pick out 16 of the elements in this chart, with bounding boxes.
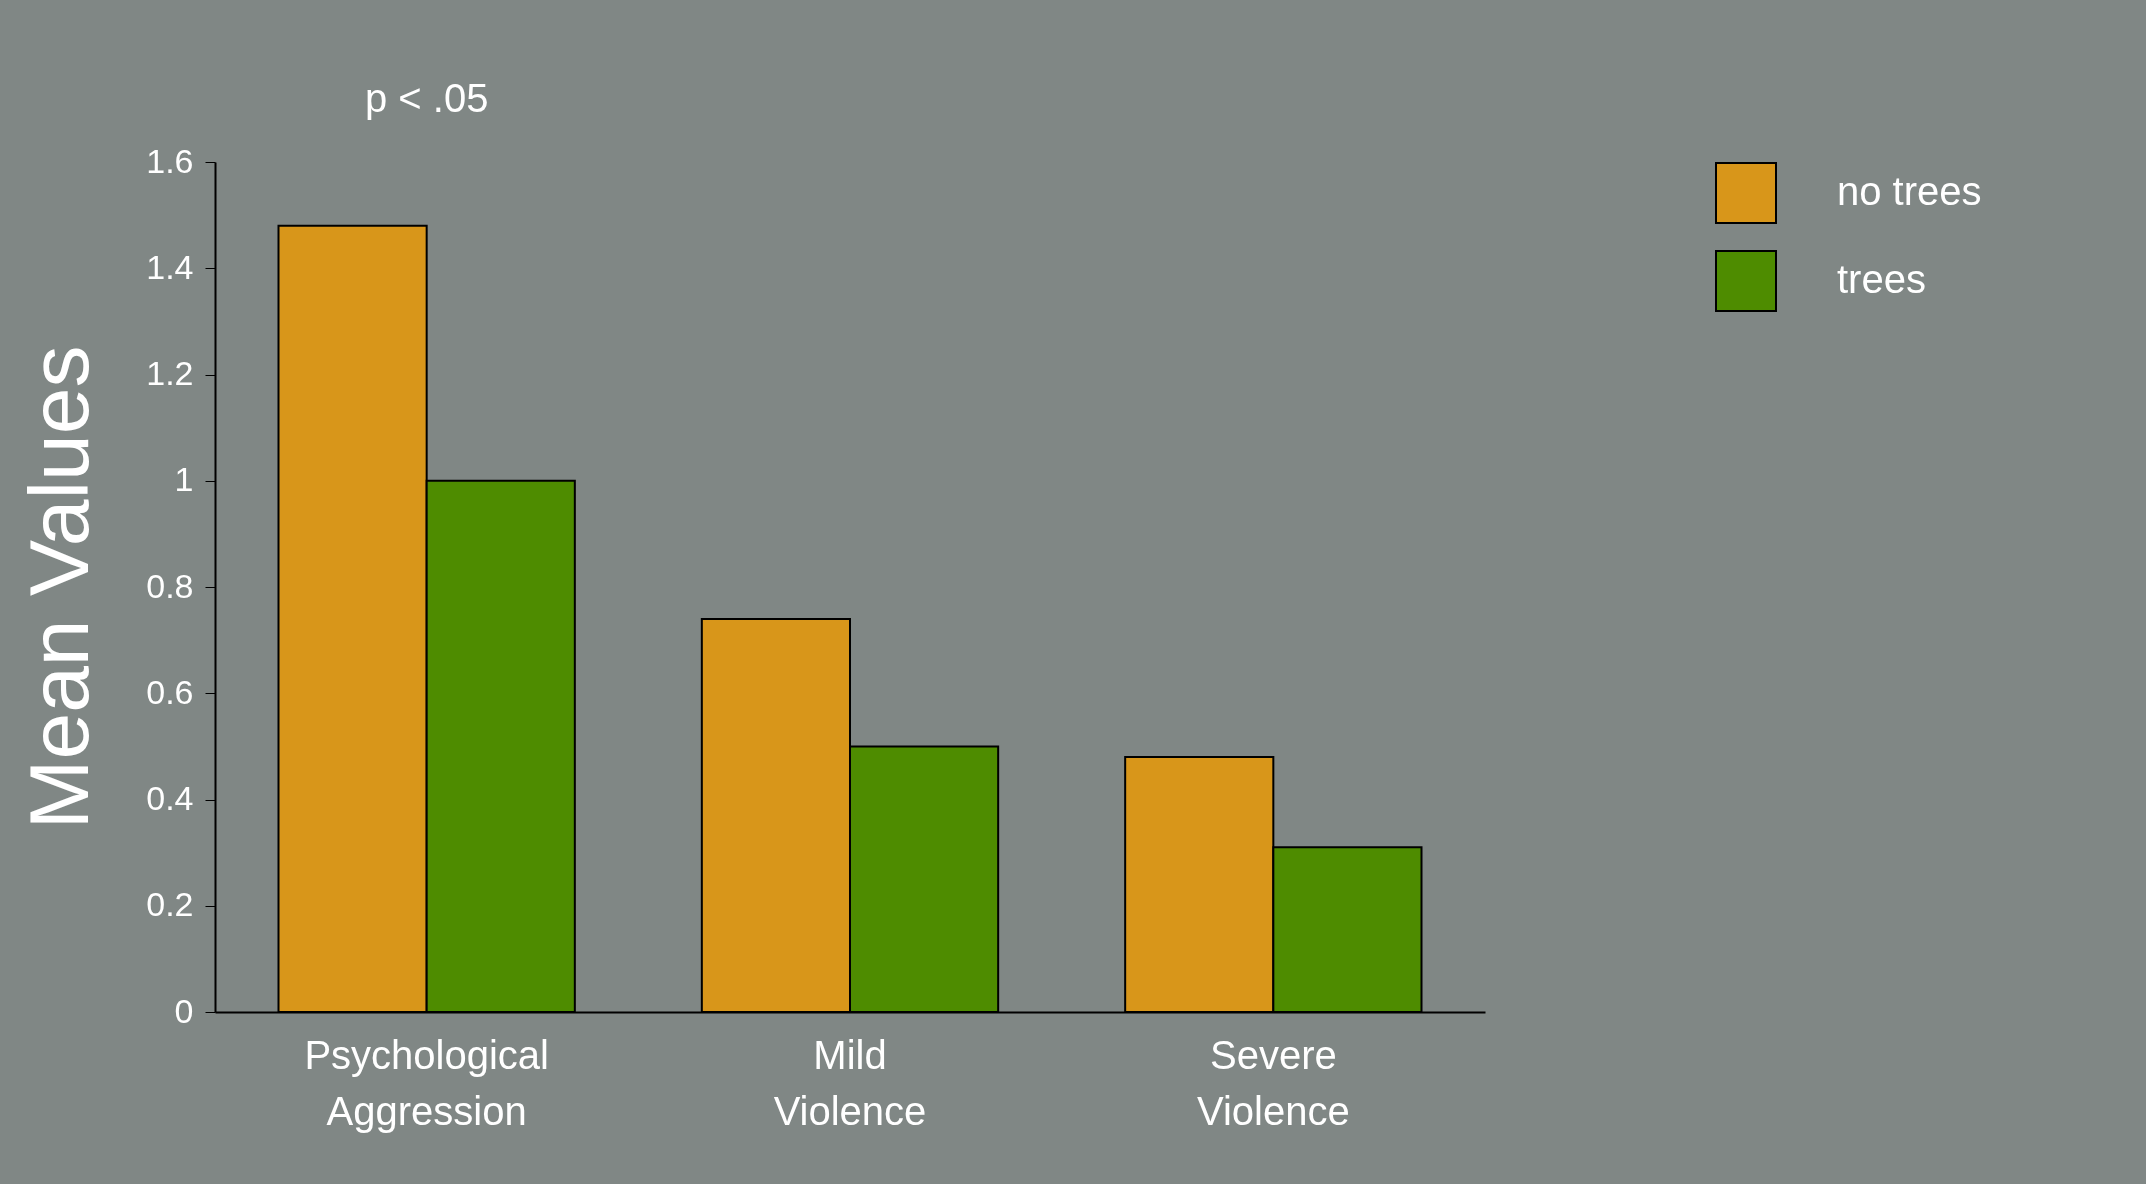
legend-label: trees (1837, 257, 1926, 301)
y-tick-label: 1.2 (146, 354, 194, 392)
text: p < .05 (364, 76, 489, 120)
y-tick-label: 0.4 (146, 779, 194, 817)
y-tick-label: 0 (174, 991, 194, 1030)
x-tick-label: Psychological Aggression (304, 1032, 549, 1133)
legend-label: no trees (1837, 169, 1982, 213)
y-tick-label: 0.2 (146, 885, 194, 924)
y-tick-label: 0.6 (146, 672, 194, 711)
y-axis-title: Mean Values (12, 345, 107, 830)
y-tick-label: 1 (174, 460, 194, 499)
x-tick-label: Severe Violence (1196, 1032, 1350, 1133)
x-tick-label: Mild Violence (773, 1032, 927, 1133)
y-tick-label: 0.8 (146, 566, 194, 605)
y-tick-label: 1.6 (146, 141, 194, 180)
y-tick-label: 1.4 (146, 247, 194, 286)
